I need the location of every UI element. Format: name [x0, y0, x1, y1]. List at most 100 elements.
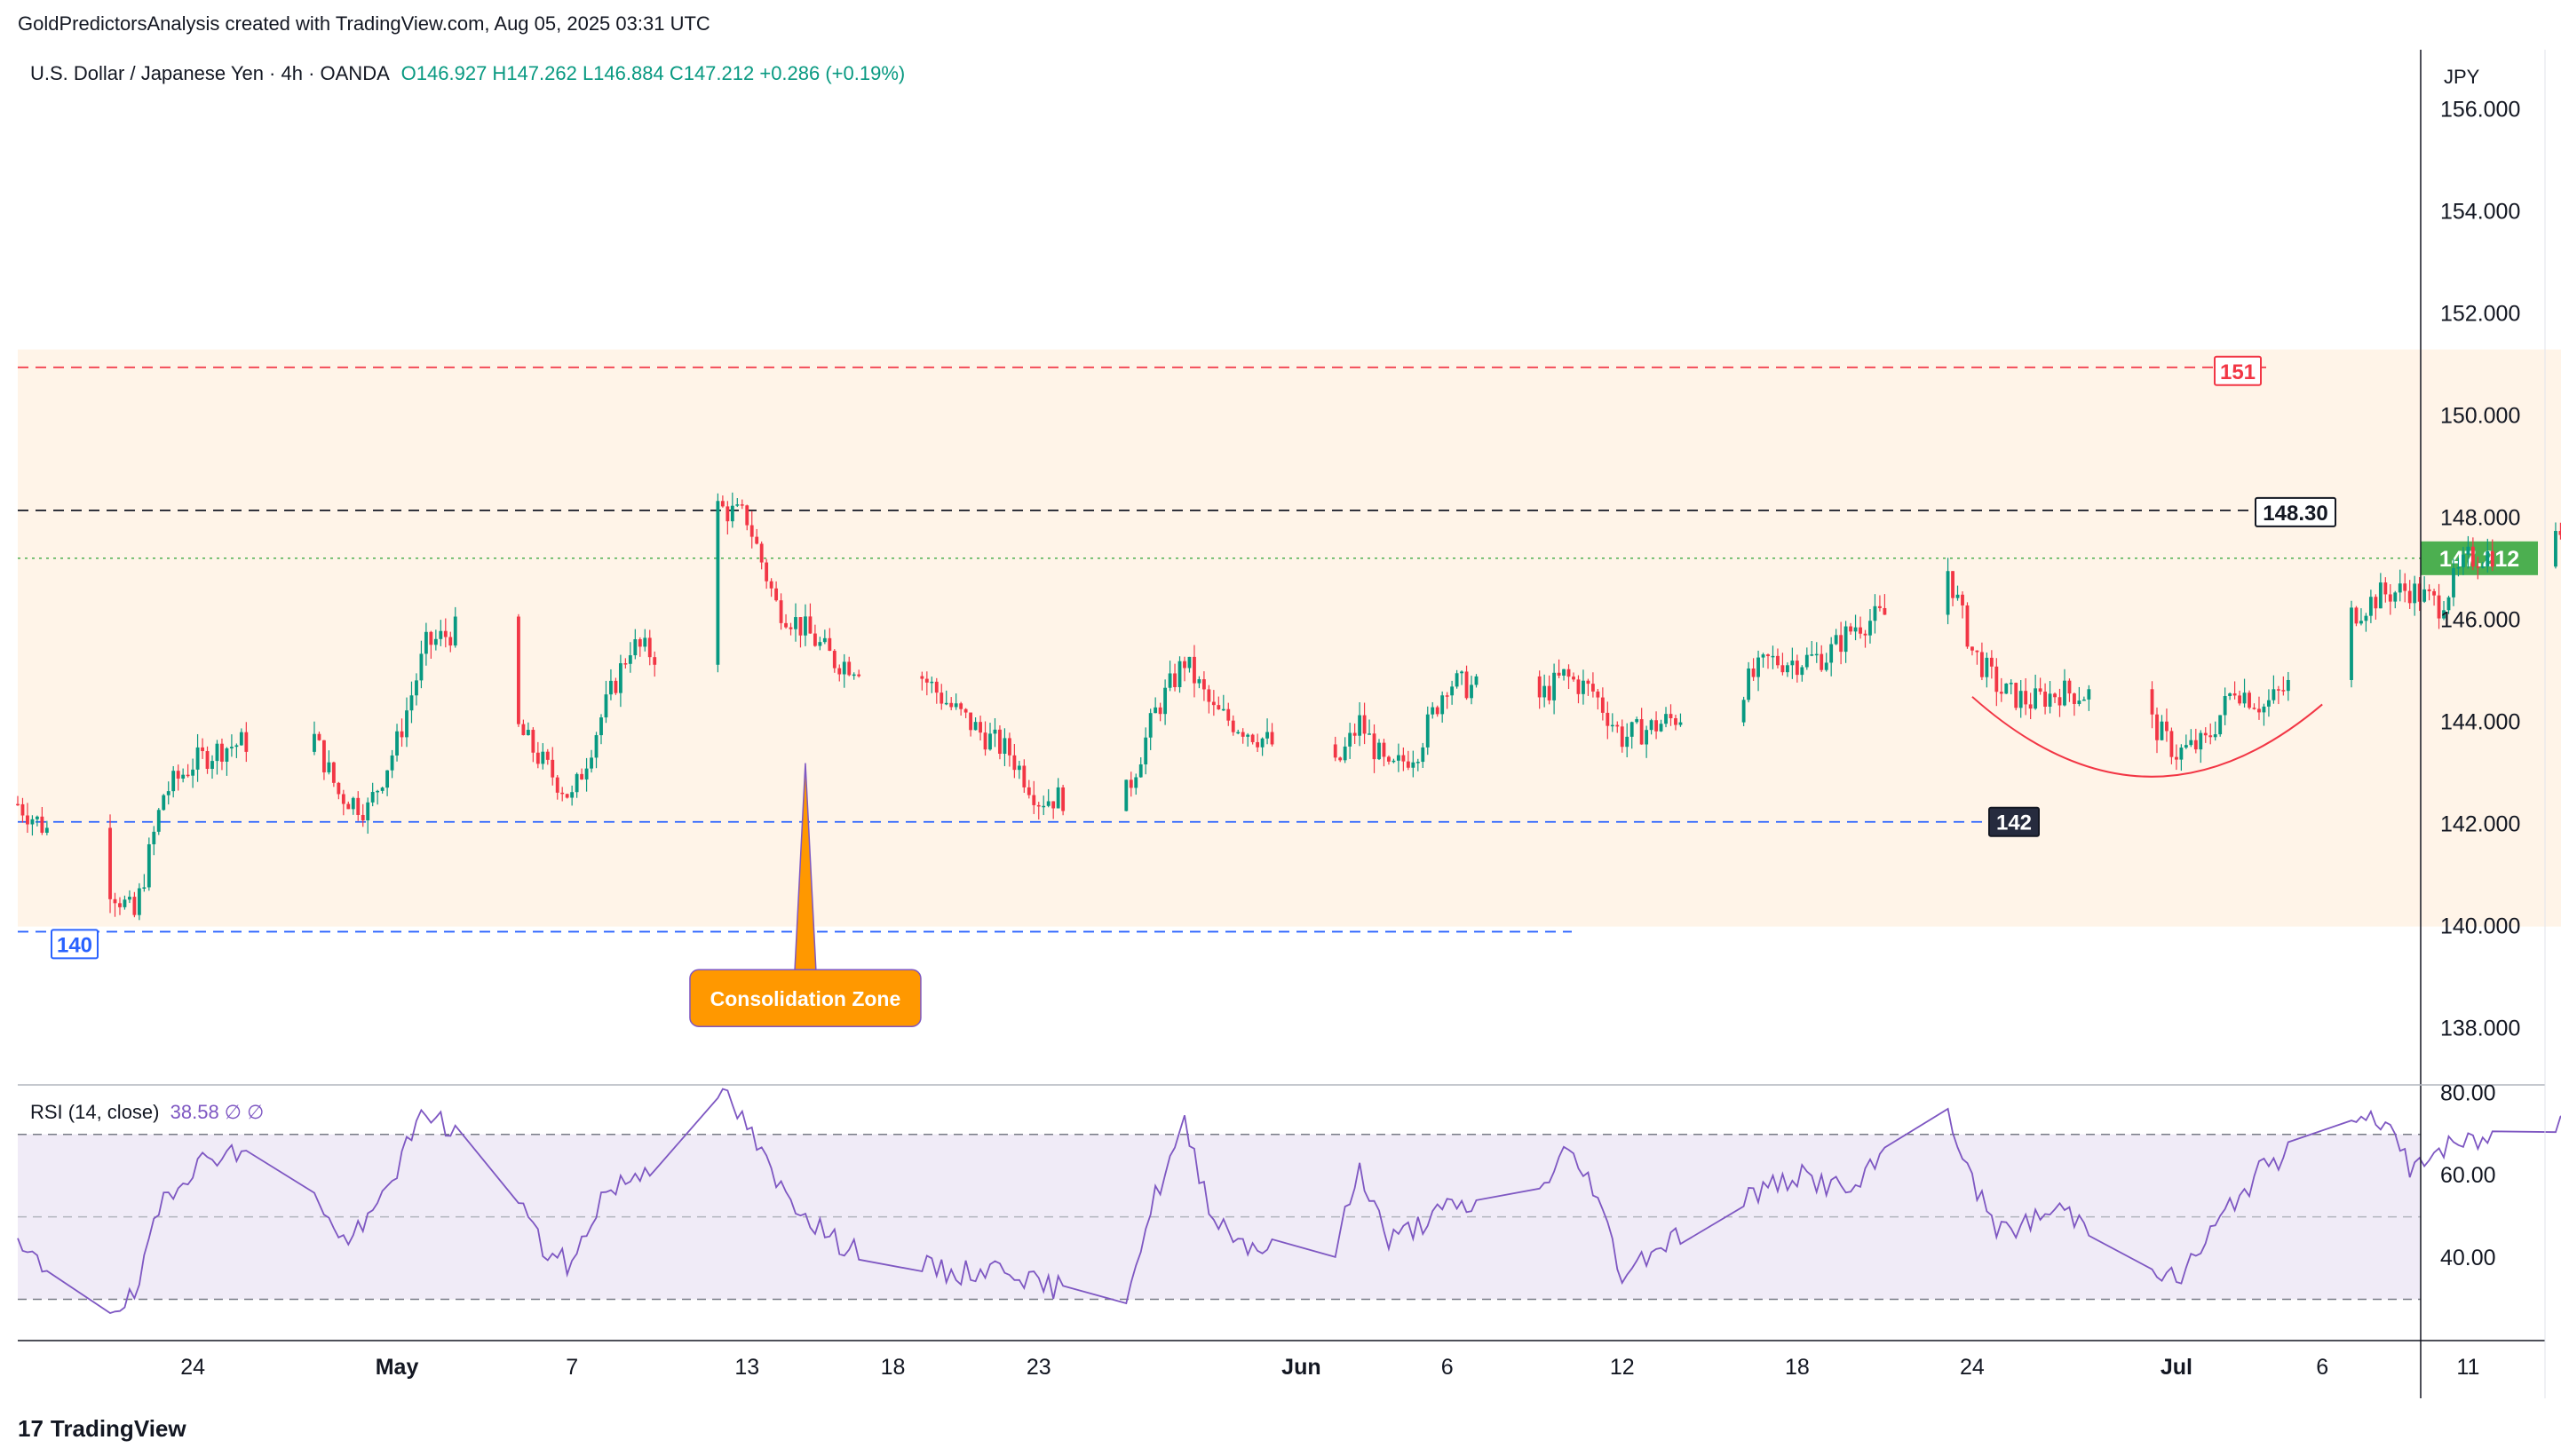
- candle: [2034, 674, 2038, 710]
- candle-body: [1352, 732, 1357, 736]
- candle-body: [1859, 627, 1862, 634]
- candle-body: [1348, 732, 1352, 747]
- candle-body: [832, 651, 836, 669]
- tradingview-logo-icon[interactable]: 17: [18, 1415, 44, 1442]
- candle-body: [1197, 679, 1201, 684]
- candle: [1270, 723, 1274, 747]
- candle-body: [2169, 731, 2174, 757]
- candle: [2470, 537, 2475, 571]
- candle-body: [1134, 777, 1138, 788]
- candle: [2359, 608, 2363, 626]
- candle-body: [1435, 707, 1439, 715]
- candle: [1542, 674, 1547, 708]
- candle-body: [132, 897, 137, 915]
- time-tick-label: 12: [1610, 1355, 1635, 1380]
- candle: [2354, 605, 2359, 627]
- candle-body: [1557, 672, 1561, 676]
- candle-body: [2368, 597, 2373, 616]
- candle-body: [2223, 696, 2227, 716]
- candle-body: [735, 504, 740, 506]
- candle: [453, 606, 457, 648]
- candle: [370, 782, 375, 807]
- candle-body: [2437, 595, 2441, 619]
- candle: [584, 757, 589, 792]
- candle-body: [1027, 787, 1031, 795]
- candle: [560, 787, 565, 802]
- candle-body: [1946, 571, 1950, 615]
- candle-body: [1537, 676, 1542, 698]
- price-tick-label: 152.000: [2440, 301, 2520, 326]
- symbol-name[interactable]: U.S. Dollar / Japanese Yen · 4h · OANDA: [30, 62, 389, 84]
- candle-body: [2034, 688, 2038, 709]
- candle-body: [1674, 718, 1677, 725]
- symbol-legend: U.S. Dollar / Japanese Yen · 4h · OANDA …: [30, 62, 905, 85]
- candle: [2417, 577, 2422, 612]
- candle-body: [1270, 732, 1274, 745]
- candle: [720, 495, 725, 508]
- candle: [1625, 723, 1629, 758]
- rsi-label[interactable]: RSI (14, close): [30, 1101, 160, 1123]
- candle-body: [2077, 700, 2081, 704]
- candle: [2446, 595, 2451, 614]
- candle: [521, 719, 526, 736]
- candle: [229, 734, 234, 757]
- time-tick-label: Jun: [1281, 1355, 1320, 1380]
- candle-body: [1596, 691, 1600, 698]
- candle-body: [1776, 655, 1780, 666]
- candle: [822, 629, 827, 645]
- candle-body: [930, 681, 934, 684]
- candle-body: [1358, 715, 1362, 736]
- candle: [201, 738, 204, 759]
- candle-body: [1056, 787, 1060, 809]
- candle: [448, 631, 453, 653]
- candle-body: [924, 678, 929, 683]
- candle-body: [1250, 734, 1255, 742]
- candle: [2067, 678, 2072, 702]
- candle-body: [541, 751, 545, 764]
- candle: [1368, 719, 1371, 735]
- candle: [988, 723, 992, 751]
- candle: [735, 498, 740, 508]
- candle: [1377, 739, 1381, 761]
- candle-body: [2480, 566, 2485, 568]
- candle-body: [647, 637, 652, 658]
- candle-body: [2462, 554, 2465, 567]
- candle: [341, 789, 345, 816]
- candle: [2028, 692, 2033, 720]
- price-tick-label: 140.000: [2440, 914, 2520, 939]
- candle-body: [346, 803, 351, 810]
- candle: [1649, 718, 1653, 735]
- candle: [1440, 691, 1445, 723]
- candle: [152, 826, 156, 856]
- candle-body: [590, 757, 593, 769]
- candle-body: [1187, 656, 1192, 669]
- candle: [2193, 728, 2198, 754]
- candle-body: [1207, 689, 1211, 702]
- candle-body: [2272, 689, 2276, 700]
- candle-body: [1572, 677, 1575, 680]
- candle: [40, 806, 44, 835]
- candle: [2432, 589, 2436, 606]
- candle-body: [643, 637, 647, 647]
- candle: [798, 616, 803, 648]
- candle: [2087, 684, 2091, 711]
- candle: [1154, 697, 1158, 714]
- tradingview-brand[interactable]: TradingView: [50, 1415, 186, 1442]
- candle: [852, 672, 856, 680]
- candle: [1250, 733, 1255, 745]
- candle-body: [1168, 673, 1172, 688]
- candle-body: [2374, 597, 2378, 609]
- candle-body: [1751, 668, 1756, 677]
- candle-body: [2432, 590, 2436, 596]
- candle: [1183, 656, 1186, 682]
- price-tick-label: 144.000: [2440, 710, 2520, 735]
- candle-body: [779, 600, 783, 623]
- candle: [2063, 669, 2066, 707]
- candle-body: [1431, 707, 1435, 715]
- candle: [765, 558, 769, 590]
- candle: [555, 775, 559, 800]
- candle: [623, 658, 628, 669]
- candle-body: [1785, 665, 1789, 673]
- candle-body: [448, 637, 453, 646]
